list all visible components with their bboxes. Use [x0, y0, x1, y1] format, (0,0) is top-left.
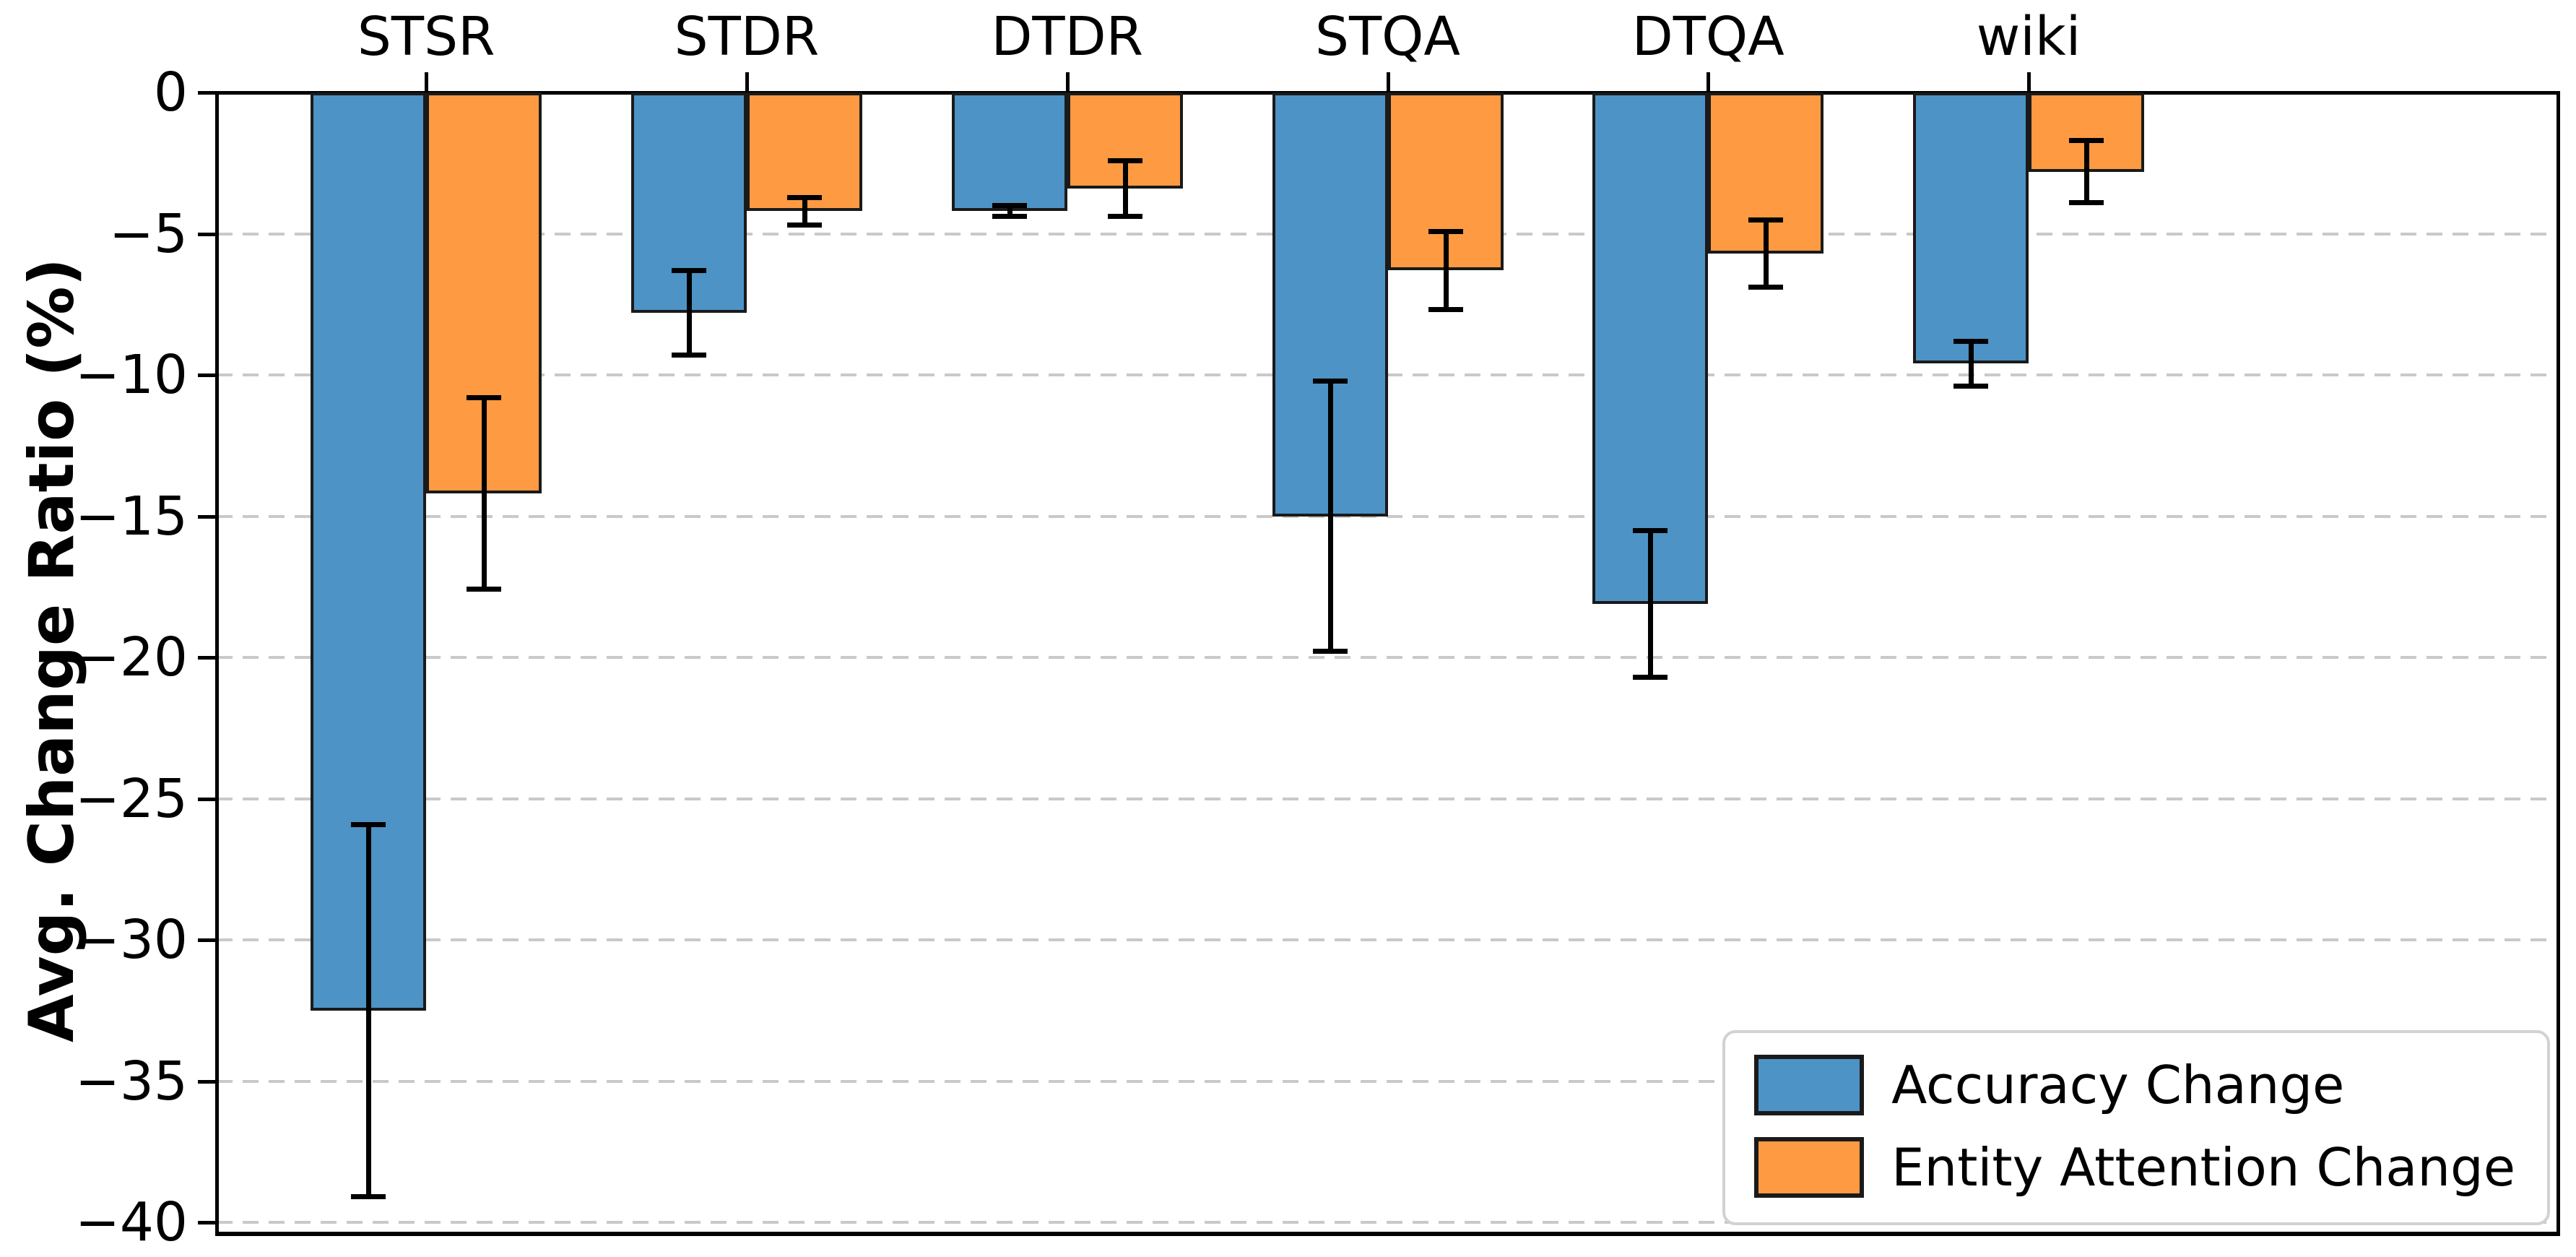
gridline-y--15 — [217, 514, 2559, 518]
y-tick-mark--35 — [198, 1079, 217, 1084]
gridline-y--30 — [217, 938, 2559, 942]
error-bar-cap-bottom-entity-wiki — [2069, 199, 2104, 205]
error-bar-accuracy-STQA — [1327, 380, 1333, 652]
legend-label-entity-attention-change: Entity Attention Change — [1891, 1137, 2515, 1198]
y-tick-label--15: −15 — [74, 485, 188, 548]
y-tick-mark--10 — [198, 373, 217, 378]
error-bar-cap-top-entity-STSR — [467, 395, 502, 401]
legend: Accuracy Change Entity Attention Change — [1722, 1030, 2550, 1225]
category-label-DTDR: DTDR — [991, 6, 1144, 68]
bottom-spine — [215, 1232, 2560, 1236]
error-bar-cap-bottom-accuracy-STQA — [1312, 649, 1348, 655]
error-bar-cap-bottom-entity-STDR — [786, 222, 822, 228]
error-bar-cap-top-entity-DTDR — [1107, 157, 1142, 163]
category-tick-mark-wiki — [2027, 72, 2031, 92]
legend-label-accuracy-change: Accuracy Change — [1891, 1055, 2345, 1115]
error-bar-cap-bottom-entity-DTQA — [1748, 284, 1784, 290]
error-bar-cap-top-entity-wiki — [2069, 138, 2104, 144]
error-bar-cap-bottom-accuracy-DTDR — [992, 214, 1027, 220]
right-spine — [2557, 91, 2560, 1236]
error-bar-entity-STDR — [802, 196, 807, 225]
y-tick-label--30: −30 — [74, 909, 188, 972]
y-tick-label--35: −35 — [74, 1050, 188, 1113]
category-label-DTQA: DTQA — [1631, 6, 1784, 68]
y-tick-label--25: −25 — [74, 767, 188, 830]
error-bar-entity-DTQA — [1764, 219, 1769, 288]
y-tick-label--10: −10 — [74, 344, 188, 407]
error-bar-cap-bottom-accuracy-wiki — [1953, 383, 1989, 389]
error-bar-accuracy-STDR — [686, 270, 692, 355]
error-bar-cap-bottom-accuracy-STDR — [671, 352, 706, 358]
error-bar-accuracy-DTDR — [1007, 205, 1012, 217]
y-tick-mark--5 — [198, 232, 217, 236]
legend-swatch-accuracy-change — [1754, 1055, 1865, 1115]
gridline-y--20 — [217, 656, 2559, 660]
error-bar-cap-top-accuracy-STSR — [351, 821, 386, 827]
error-bar-cap-bottom-entity-STQA — [1428, 307, 1463, 313]
accuracy-change-bar-STSR — [311, 92, 427, 1011]
error-bar-cap-top-accuracy-STQA — [1312, 378, 1348, 384]
category-label-STDR: STDR — [674, 6, 820, 68]
gridline-y--35 — [217, 1079, 2559, 1083]
legend-swatch-entity-attention-change — [1754, 1137, 1865, 1198]
gridline-y--25 — [217, 797, 2559, 800]
error-bar-accuracy-DTQA — [1648, 530, 1654, 678]
error-bar-cap-top-accuracy-DTDR — [992, 203, 1027, 209]
y-tick-label--20: −20 — [74, 626, 188, 689]
accuracy-change-bar-DTQA — [1592, 92, 1709, 604]
y-tick-mark--15 — [198, 514, 217, 519]
error-bar-cap-top-accuracy-DTQA — [1633, 528, 1668, 534]
gridline-y--10 — [217, 373, 2559, 377]
category-tick-mark-DTDR — [1065, 72, 1070, 92]
error-bar-cap-bottom-entity-DTDR — [1107, 214, 1142, 220]
error-bar-entity-wiki — [2084, 140, 2090, 203]
category-label-STQA: STQA — [1314, 6, 1461, 68]
error-bar-accuracy-wiki — [1969, 341, 1974, 386]
error-bar-cap-top-accuracy-wiki — [1953, 339, 1989, 345]
category-tick-mark-STQA — [1386, 72, 1390, 92]
legend-entry-entity-attention-change: Entity Attention Change — [1754, 1137, 2515, 1198]
y-tick-label-0: 0 — [153, 61, 188, 124]
entity-attention-change-bar-STDR — [746, 92, 862, 211]
accuracy-change-bar-wiki — [1913, 92, 2029, 363]
legend-entry-accuracy-change: Accuracy Change — [1754, 1055, 2515, 1115]
category-tick-mark-STSR — [425, 72, 429, 92]
category-tick-mark-STDR — [745, 72, 749, 92]
error-bar-entity-STSR — [482, 397, 487, 590]
category-tick-mark-DTQA — [1707, 72, 1711, 92]
y-tick-mark--40 — [198, 1221, 217, 1225]
error-bar-cap-bottom-accuracy-DTQA — [1633, 674, 1668, 680]
error-bar-cap-bottom-accuracy-STSR — [351, 1194, 386, 1200]
gridline-y--40 — [217, 1221, 2559, 1224]
y-tick-label--5: −5 — [108, 202, 188, 265]
y-tick-mark-0 — [198, 91, 217, 95]
y-tick-label--40: −40 — [74, 1191, 188, 1254]
error-bar-cap-bottom-entity-STSR — [467, 587, 502, 592]
y-tick-mark--25 — [198, 797, 217, 801]
error-bar-entity-DTDR — [1122, 160, 1128, 217]
error-bar-cap-top-accuracy-STDR — [671, 268, 706, 274]
error-bar-cap-top-entity-STQA — [1428, 228, 1463, 234]
error-bar-cap-top-entity-DTQA — [1748, 217, 1784, 223]
error-bar-accuracy-STSR — [366, 824, 372, 1198]
error-bar-entity-STQA — [1443, 230, 1449, 311]
category-label-wiki: wiki — [1976, 6, 2081, 68]
left-spine — [215, 91, 219, 1236]
y-tick-mark--30 — [198, 938, 217, 943]
accuracy-change-bar-DTDR — [951, 92, 1067, 211]
category-label-STSR: STSR — [357, 6, 495, 68]
y-tick-mark--20 — [198, 656, 217, 660]
error-bar-cap-top-entity-STDR — [786, 194, 822, 200]
